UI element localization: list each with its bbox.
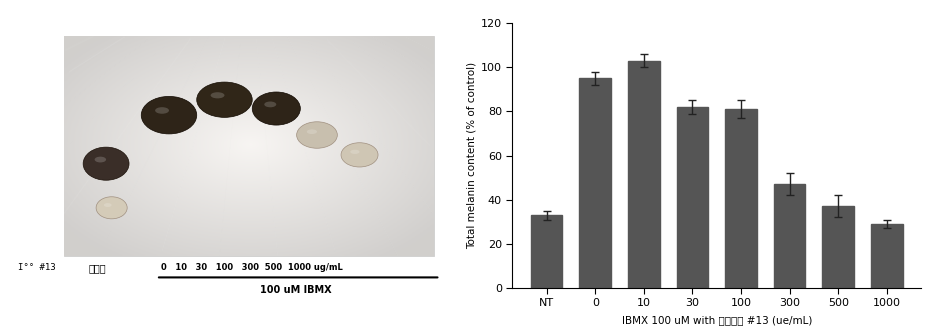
Bar	[531, 215, 562, 288]
Text: I°° #13: I°° #13	[19, 263, 56, 272]
Bar	[774, 184, 806, 288]
Ellipse shape	[83, 147, 129, 180]
Text: 100 uM IBMX: 100 uM IBMX	[260, 285, 332, 295]
Ellipse shape	[141, 96, 196, 134]
Ellipse shape	[297, 122, 337, 148]
Bar	[579, 78, 611, 288]
Y-axis label: Total melanin content (% of control): Total melanin content (% of control)	[466, 62, 477, 249]
Ellipse shape	[95, 157, 106, 163]
Text: 무처리: 무처리	[88, 263, 106, 273]
Ellipse shape	[196, 82, 252, 118]
Text: 0   10   30   100   300  500  1000 ug/mL: 0 10 30 100 300 500 1000 ug/mL	[161, 263, 342, 272]
Ellipse shape	[341, 143, 378, 167]
Ellipse shape	[351, 150, 359, 154]
X-axis label: IBMX 100 uM with 동충하초 #13 (ue/mL): IBMX 100 uM with 동충하초 #13 (ue/mL)	[621, 315, 812, 325]
Bar	[726, 109, 757, 288]
Ellipse shape	[96, 197, 127, 219]
Bar	[677, 107, 708, 288]
Ellipse shape	[104, 203, 112, 207]
Bar	[871, 224, 902, 288]
Ellipse shape	[306, 129, 317, 134]
Ellipse shape	[264, 102, 276, 107]
Ellipse shape	[211, 92, 225, 98]
Ellipse shape	[252, 92, 301, 125]
FancyBboxPatch shape	[64, 36, 433, 256]
Bar	[628, 61, 660, 288]
Ellipse shape	[155, 107, 169, 114]
Bar	[822, 206, 854, 288]
